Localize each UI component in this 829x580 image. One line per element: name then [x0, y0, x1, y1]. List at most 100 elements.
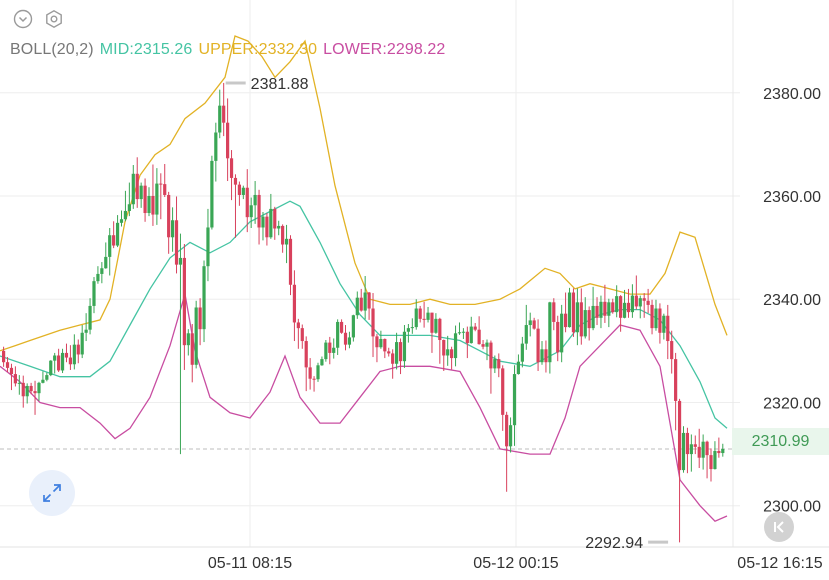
- candle: [178, 257, 183, 265]
- candle: [355, 297, 359, 316]
- candle: [540, 349, 544, 363]
- candle: [304, 341, 308, 368]
- candle: [516, 361, 521, 375]
- y-tick-label: 2360.00: [763, 189, 821, 206]
- candle: [253, 194, 257, 206]
- candle: [53, 355, 57, 361]
- candle: [2, 350, 6, 363]
- candle: [391, 353, 395, 364]
- candle: [563, 313, 568, 328]
- candle: [379, 338, 383, 348]
- candle: [681, 432, 686, 471]
- candle: [119, 219, 124, 223]
- candle: [489, 342, 493, 369]
- candle: [339, 321, 344, 333]
- candle: [611, 302, 615, 313]
- candle: [170, 220, 175, 238]
- y-tick-label: 2380.00: [763, 86, 821, 103]
- candle: [237, 184, 241, 195]
- candle: [520, 343, 524, 362]
- candle: [453, 333, 458, 359]
- candle: [68, 357, 73, 365]
- candle: [532, 320, 536, 329]
- candle: [17, 382, 21, 384]
- current-price-tag: 2310.99: [732, 428, 829, 455]
- candle: [249, 205, 253, 218]
- candle: [96, 273, 100, 282]
- candle: [186, 333, 190, 346]
- candle: [646, 300, 650, 305]
- candle: [674, 359, 678, 401]
- candle: [241, 187, 245, 195]
- candle: [159, 183, 163, 185]
- candle: [273, 208, 277, 229]
- candle: [402, 331, 407, 362]
- candle: [25, 385, 29, 397]
- hexagon-settings-icon[interactable]: [43, 8, 65, 30]
- skip-to-latest-icon[interactable]: [764, 512, 794, 542]
- upper-value: UPPER:2332.30: [198, 41, 318, 58]
- candle: [320, 359, 324, 366]
- candle: [485, 342, 489, 347]
- candle: [265, 216, 269, 238]
- candle: [277, 225, 281, 229]
- candle: [630, 295, 634, 313]
- candle: [72, 344, 76, 365]
- candle: [29, 385, 33, 392]
- candle: [457, 332, 462, 334]
- candle: [607, 302, 611, 316]
- candle: [438, 318, 442, 341]
- candle: [650, 304, 654, 329]
- lower-value: LOWER:2298.22: [323, 41, 446, 58]
- candle: [701, 441, 705, 458]
- candle: [638, 298, 642, 307]
- candle: [100, 268, 104, 274]
- candle: [80, 332, 84, 355]
- y-tick-label: 2340.00: [763, 292, 821, 309]
- candle: [49, 360, 53, 376]
- candle: [512, 374, 517, 426]
- candle: [430, 312, 434, 333]
- candle: [603, 301, 607, 316]
- candle: [662, 315, 666, 333]
- expand-arrows-icon[interactable]: [29, 470, 75, 516]
- candle: [351, 315, 355, 338]
- candle: [705, 441, 709, 456]
- candle: [410, 327, 414, 329]
- candle: [697, 446, 701, 458]
- candle: [406, 328, 410, 332]
- candle: [571, 292, 576, 333]
- candle: [284, 238, 289, 245]
- candle: [587, 310, 591, 329]
- candle: [654, 308, 658, 329]
- candle: [536, 328, 540, 363]
- candle: [363, 292, 367, 311]
- candle: [261, 216, 265, 228]
- candle: [167, 194, 171, 238]
- chevron-down-circle-icon[interactable]: [12, 8, 34, 30]
- candle: [281, 225, 285, 245]
- candle: [112, 235, 116, 246]
- candle: [461, 331, 466, 333]
- candle: [375, 336, 379, 348]
- boll-indicator-legend: BOLL(20,2) MID:2315.26 UPPER:2332.30 LOW…: [10, 41, 445, 59]
- candle: [296, 322, 300, 329]
- candle: [642, 298, 646, 301]
- candle: [395, 342, 399, 364]
- candle: [477, 329, 481, 345]
- candle: [658, 308, 662, 333]
- candle: [174, 220, 179, 265]
- candle: [434, 318, 438, 333]
- candle: [442, 340, 446, 356]
- candle: [383, 338, 387, 352]
- candle: [218, 105, 222, 133]
- candle: [693, 444, 697, 447]
- candle: [292, 284, 297, 323]
- candle: [316, 365, 320, 380]
- candle: [194, 307, 198, 365]
- candle: [155, 183, 159, 215]
- candle: [524, 325, 528, 344]
- y-tick-label: 2320.00: [763, 395, 821, 412]
